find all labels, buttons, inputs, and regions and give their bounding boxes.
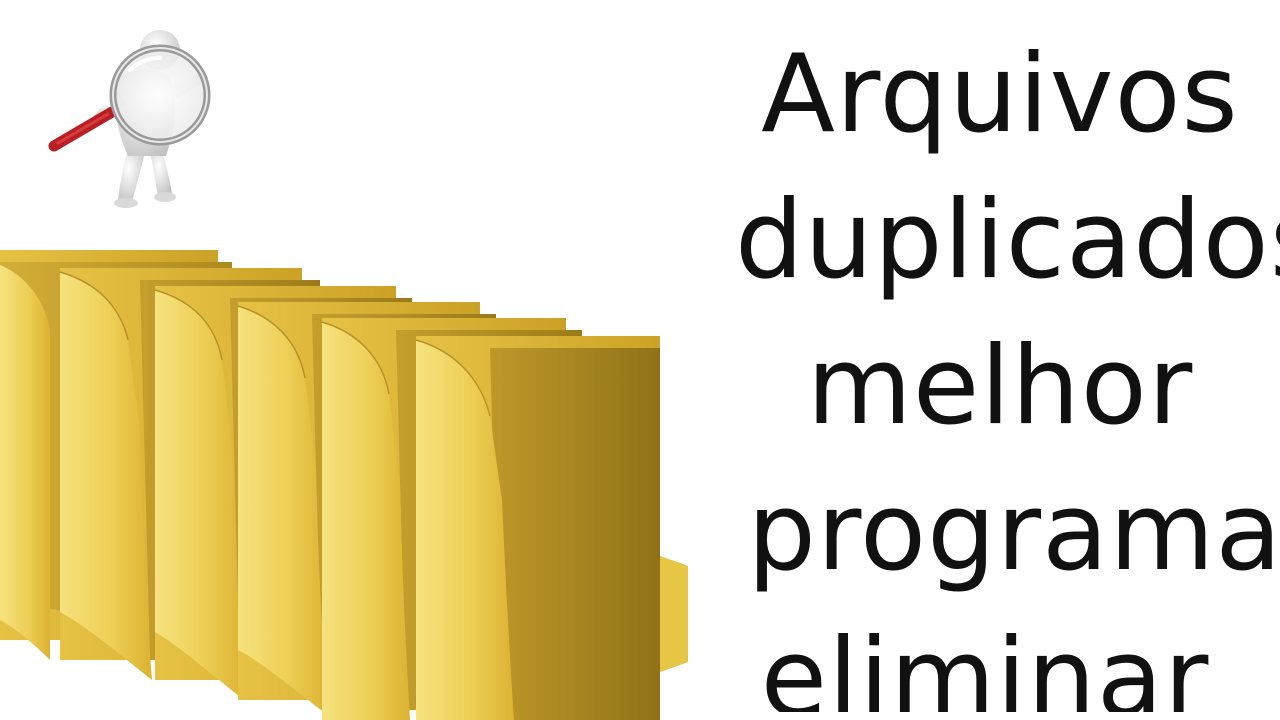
headline-line-3: melhor [806, 324, 1194, 449]
headline: Arquivos duplicados melhor programa elim… [730, 22, 1280, 712]
folder-stack [0, 250, 688, 720]
folder-search-illustration [0, 30, 688, 720]
headline-line-4: programa [747, 470, 1280, 595]
headline-line-5: eliminar [760, 616, 1210, 712]
person-with-magnifier-icon [48, 30, 211, 208]
headline-line-2: duplicados [735, 178, 1280, 303]
headline-line-1: Arquivos [761, 32, 1239, 157]
folder-icon [415, 336, 688, 720]
